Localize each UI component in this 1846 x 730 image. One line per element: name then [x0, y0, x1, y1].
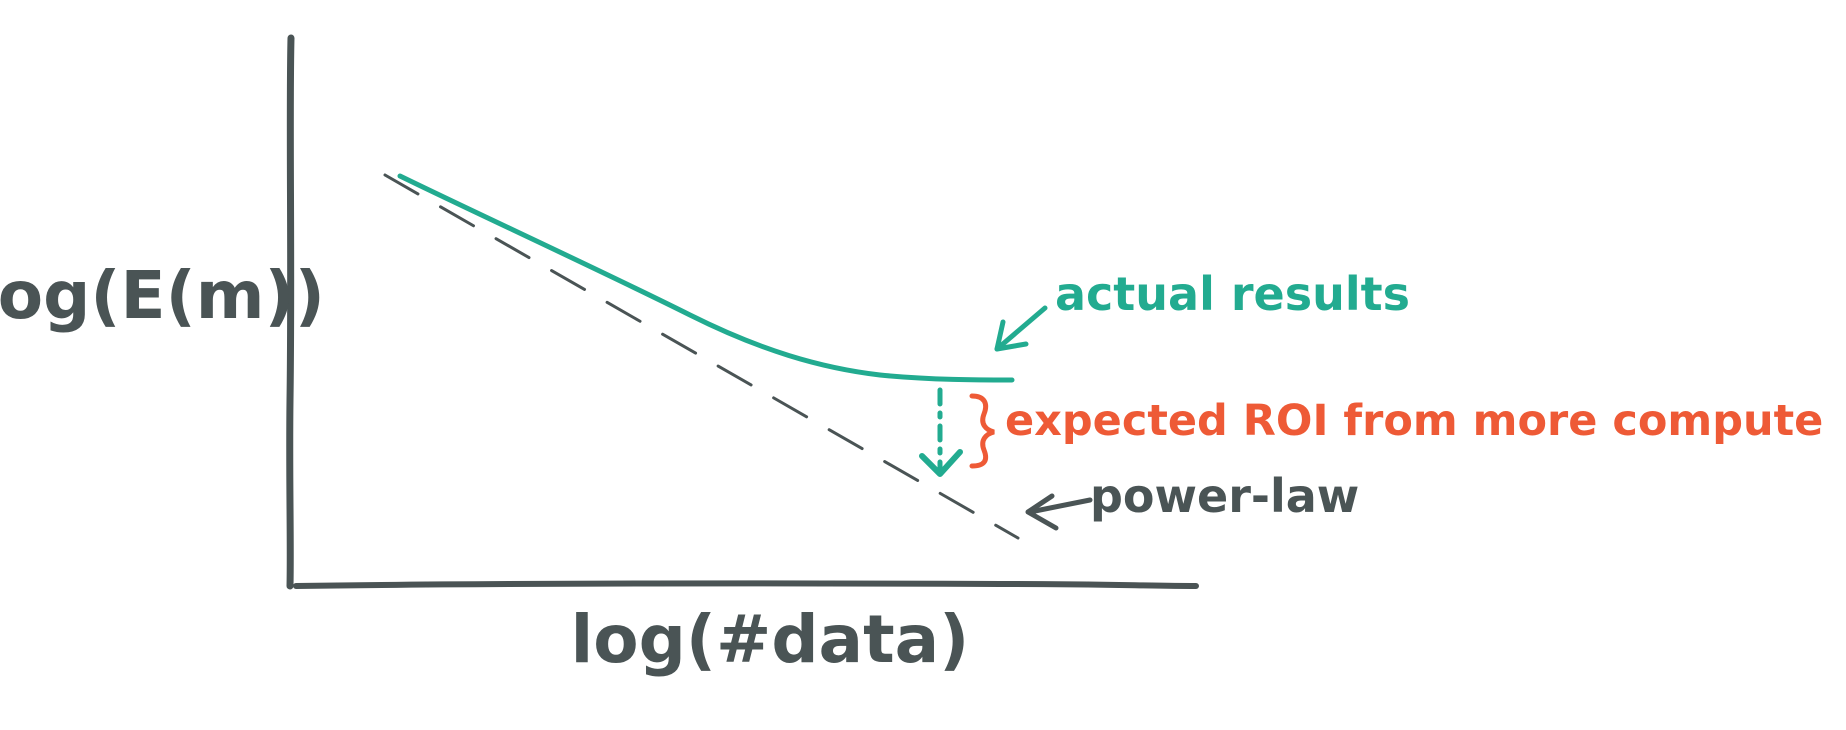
x-axis	[293, 580, 1199, 589]
x-axis-label: log(#data)	[571, 601, 970, 678]
power-law-pointer-arrowhead-icon	[1025, 493, 1059, 531]
down-arrow-icon	[919, 449, 963, 477]
y-axis-label: log(E(m))	[0, 257, 325, 334]
actual-results-pointer-arrow	[994, 305, 1048, 352]
brace-icon	[969, 393, 995, 469]
actual-results-curve	[397, 173, 1015, 383]
actual-results-label: actual results	[1055, 267, 1410, 321]
expected-roi-label: expected ROI from more compute	[1005, 396, 1823, 446]
power-law-label: power-law	[1090, 469, 1359, 523]
y-axis	[286, 34, 295, 590]
actual-results-pointer-arrowhead-icon	[994, 319, 1029, 352]
power-law-pointer-arrow	[1027, 497, 1093, 515]
power-law-line	[383, 173, 1020, 540]
